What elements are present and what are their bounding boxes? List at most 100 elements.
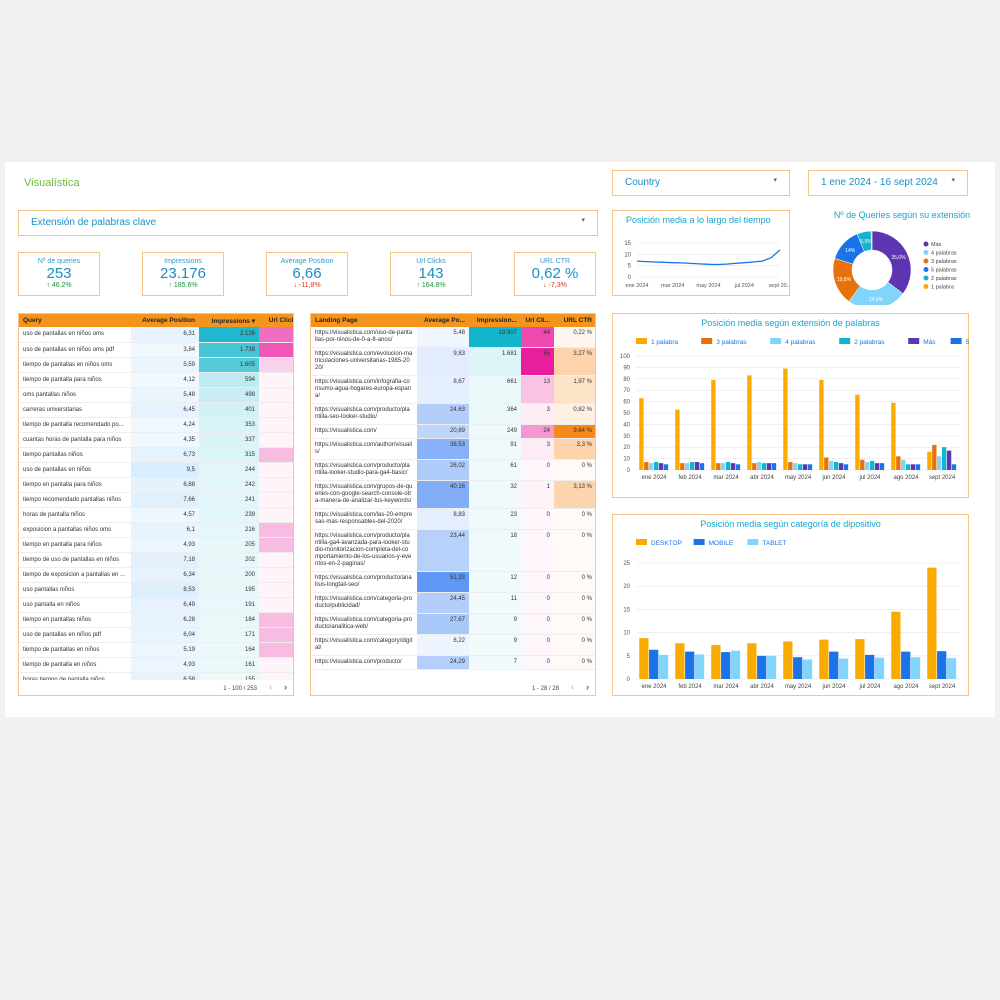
next-page[interactable]: › xyxy=(586,682,589,692)
kpi-card: Url Clicks 143 ↑ 164.8% xyxy=(390,252,472,296)
table-cell: 4,93 xyxy=(131,537,199,553)
table-cell: 0 xyxy=(521,634,554,656)
header-text: Url Click xyxy=(268,317,293,324)
chart: Posición media según categoría de diposi… xyxy=(612,514,969,696)
table-cell: 27,67 xyxy=(417,613,469,635)
country-dropdown[interactable]: Country ▾ xyxy=(612,170,790,196)
legend-swatch xyxy=(747,539,759,545)
bar xyxy=(901,651,911,679)
date-range-dropdown[interactable]: 1 ene 2024 - 16 sept 2024 ▾ xyxy=(808,170,968,196)
table-cell: 6,22 xyxy=(417,634,469,656)
pie-slice xyxy=(871,230,912,295)
table-row: uso de pantallas en niños oms pdf 3,84 1.7… xyxy=(19,342,293,358)
table-cell: 51,33 xyxy=(417,571,469,593)
kpi-label: Nº de queries xyxy=(37,258,81,265)
table-cell: tiempo de pantalla recomendado po... xyxy=(19,417,131,433)
chart: Posición media a lo largo del tiempo 0 5 10… xyxy=(612,210,790,296)
bar xyxy=(771,463,777,470)
table-cell: 0 xyxy=(521,613,554,635)
pagination-text: 1 - 28 / 28 xyxy=(531,686,559,692)
table-cell: 498 xyxy=(199,387,259,403)
table-cell: 0 % xyxy=(554,459,595,481)
legend-label: 2 palabras xyxy=(931,276,957,282)
kpi-label: URL CTR xyxy=(539,258,571,265)
table-cell: 26,02 xyxy=(417,459,469,481)
legend-label: 1 palabra xyxy=(651,339,678,346)
table-footer: 1 - 100 / 253 ‹ › xyxy=(223,682,287,692)
table-cell: 1.681 xyxy=(469,347,521,376)
table-cell xyxy=(259,327,293,343)
bar xyxy=(843,464,849,470)
bar xyxy=(807,464,813,470)
next-page[interactable]: › xyxy=(284,682,287,692)
table-cell: 1.605 xyxy=(199,357,259,373)
x-tick-label: jul 2024 xyxy=(734,283,754,289)
bar xyxy=(927,451,932,470)
table-row: https://visualistica.com/producto/planti… xyxy=(311,529,595,572)
y-tick-label: 20 xyxy=(623,584,630,590)
chart-title: Posición media según extensión de palabr… xyxy=(701,318,880,328)
table-row: tiempo de pantallas en niños 5,19 164 xyxy=(19,642,293,658)
table-cell: 40,16 xyxy=(417,480,469,509)
y-tick-label: 10 xyxy=(623,631,630,637)
prev-page[interactable]: ‹ xyxy=(571,682,574,692)
legend-label: Más xyxy=(923,339,936,346)
keyword-filter-dropdown[interactable]: Extensión de palabras clave ▾ xyxy=(18,210,598,236)
legend-swatch xyxy=(923,258,929,264)
bar xyxy=(793,657,803,679)
header-text: Impressions xyxy=(211,317,250,325)
data-table: Landing Page Average Po... Impression... Ur… xyxy=(310,313,596,696)
y-tick-label: 0 xyxy=(627,468,631,474)
bar xyxy=(658,654,669,679)
table-cell: 241 xyxy=(199,492,259,508)
bar xyxy=(910,464,916,470)
table-cell: https://visualistica.com/producto/analis… xyxy=(311,571,417,593)
table-cell xyxy=(259,477,293,493)
table-row: https://visualistica.com/infografia-cons… xyxy=(311,375,595,404)
table-cell: carreras universitarias xyxy=(19,402,131,418)
x-tick-label: may 2024 xyxy=(696,283,720,289)
prev-page[interactable]: ‹ xyxy=(269,682,272,692)
column-header: Average Po... xyxy=(417,314,469,327)
delta-arrow: ↓ xyxy=(543,282,549,289)
bar xyxy=(906,464,911,470)
table-cell: 0 xyxy=(521,571,554,593)
bar xyxy=(855,639,865,679)
table-cell xyxy=(259,402,293,418)
bar xyxy=(798,464,803,470)
delta-arrow: ↑ xyxy=(416,282,422,289)
table-cell: 0 % xyxy=(554,655,595,670)
table-cell: https://visualistica.com/ xyxy=(311,424,417,439)
table-cell: 5,48 xyxy=(417,327,469,348)
bar xyxy=(730,650,741,679)
table-cell: 20,89 xyxy=(417,424,469,439)
table-cell: 32 xyxy=(469,480,521,509)
table-cell: 155 xyxy=(199,672,259,680)
bar xyxy=(838,463,844,470)
table-cell xyxy=(259,582,293,598)
bar xyxy=(946,658,957,679)
logo: Visualística xyxy=(24,177,80,189)
table-cell xyxy=(259,357,293,373)
column-header: Landing Page xyxy=(311,314,417,327)
slice-label: 5,9% xyxy=(860,239,872,245)
table-cell: 0 xyxy=(521,459,554,481)
table-cell: tiempo en pantalla para niños xyxy=(19,477,131,493)
table-cell: 3,3 % xyxy=(554,438,595,460)
table-cell: uso de pantallas en niños oms pdf xyxy=(19,342,131,358)
legend-swatch xyxy=(701,338,713,344)
x-tick-label: mar 2024 xyxy=(661,283,684,289)
dropdown-label: Extensión de palabras clave xyxy=(31,217,157,228)
table-cell: 594 xyxy=(199,372,259,388)
table-cell xyxy=(259,342,293,358)
table-cell: 23,44 xyxy=(417,529,469,572)
table-cell: 200 xyxy=(199,567,259,583)
column-header: Impression... xyxy=(469,314,521,327)
y-tick-label: 15 xyxy=(624,241,631,247)
y-tick-label: 5 xyxy=(627,654,631,660)
kpi-label: Impressions xyxy=(164,258,202,265)
table-cell: 6,73 xyxy=(131,447,199,463)
table-cell xyxy=(259,462,293,478)
legend-label: 1 palabra xyxy=(931,285,955,291)
table-cell: tiempo en pantallas niños xyxy=(19,612,131,628)
